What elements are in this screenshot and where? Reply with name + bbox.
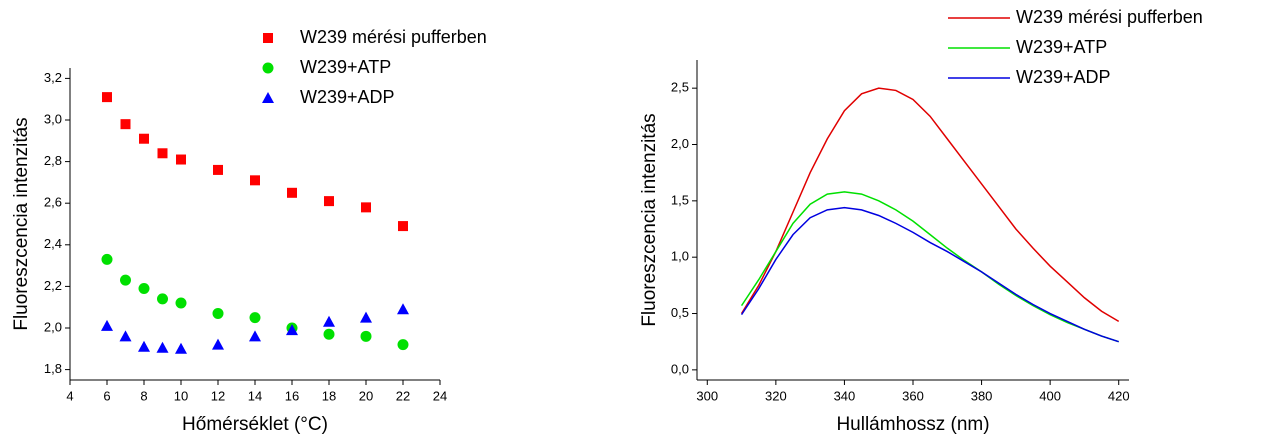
point: [102, 92, 112, 103]
point: [139, 133, 149, 144]
legend-label: W239+ADP: [1016, 67, 1111, 87]
x-tick-label: 14: [248, 388, 262, 403]
point: [397, 303, 409, 315]
legend-marker: [262, 92, 274, 103]
y-tick-label: 1,5: [671, 192, 689, 207]
y-tick-label: 0,5: [671, 305, 689, 320]
point: [361, 202, 371, 213]
point: [101, 319, 113, 331]
point: [157, 293, 168, 305]
x-tick-label: 16: [285, 388, 299, 403]
point: [138, 282, 150, 294]
x-tick-label: 20: [359, 388, 373, 403]
point: [323, 315, 335, 327]
point: [101, 253, 113, 265]
legend-marker: [263, 33, 273, 43]
point: [249, 330, 261, 342]
point: [287, 187, 297, 198]
point: [212, 338, 224, 350]
line-series: [740, 206, 1119, 343]
y-tick-label: 2,0: [44, 319, 62, 334]
point: [397, 339, 409, 351]
point: [157, 148, 168, 159]
x-tick-label: 420: [1108, 388, 1130, 403]
x-tick-label: 24: [433, 388, 447, 403]
y-tick-label: 2,6: [44, 195, 62, 210]
y-tick-label: 0,0: [671, 361, 689, 376]
point: [286, 324, 298, 336]
x-tick-label: 12: [211, 388, 225, 403]
x-tick-label: 8: [140, 388, 147, 403]
x-axis-label: Hullámhossz (nm): [836, 414, 989, 435]
y-tick-label: 3,0: [44, 111, 62, 126]
point: [360, 330, 372, 342]
x-tick-label: 6: [103, 388, 110, 403]
x-tick-label: 340: [834, 388, 856, 403]
point: [120, 119, 131, 130]
y-tick-label: 2,2: [44, 278, 62, 293]
point: [176, 154, 186, 165]
point: [156, 341, 169, 353]
x-axis-label: Hőmérséklet (°C): [182, 414, 328, 435]
y-tick-label: 2,8: [44, 153, 62, 168]
point: [323, 328, 335, 340]
y-tick-label: 1,8: [44, 361, 62, 376]
legend-marker: [262, 62, 274, 74]
y-tick-label: 2,0: [671, 136, 689, 151]
line-series: [740, 87, 1120, 323]
point: [138, 340, 150, 352]
point: [119, 330, 132, 342]
point: [175, 342, 187, 354]
x-tick-label: 300: [696, 388, 718, 403]
legend-label: W239+ATP: [300, 57, 391, 77]
x-tick-label: 400: [1039, 388, 1061, 403]
point: [250, 175, 260, 186]
legend-label: W239+ATP: [1016, 37, 1107, 57]
x-tick-label: 4: [66, 388, 73, 403]
x-tick-label: 380: [971, 388, 993, 403]
x-tick-label: 360: [902, 388, 924, 403]
legend-label: W239 mérési pufferben: [1016, 7, 1203, 27]
point: [175, 297, 187, 309]
legend-label: W239+ADP: [300, 87, 395, 107]
point: [120, 274, 131, 286]
y-axis-label: Fluoreszcencia intenzitás: [11, 117, 32, 330]
x-tick-label: 22: [396, 388, 410, 403]
point: [212, 307, 224, 319]
x-tick-label: 10: [174, 388, 188, 403]
y-axis-label: Fluoreszcencia intenzitás: [639, 113, 660, 326]
point: [213, 164, 223, 175]
x-tick-label: 320: [765, 388, 787, 403]
point: [324, 196, 334, 207]
x-tick-label: 18: [322, 388, 336, 403]
y-tick-label: 2,5: [671, 80, 689, 95]
line-series: [740, 191, 1119, 343]
y-tick-label: 2,4: [44, 236, 62, 251]
legend-label: W239 mérési pufferben: [300, 27, 487, 47]
point: [360, 311, 372, 323]
y-tick-label: 1,0: [671, 249, 689, 264]
y-tick-label: 3,2: [44, 70, 62, 85]
point: [398, 221, 408, 232]
point: [249, 312, 261, 324]
